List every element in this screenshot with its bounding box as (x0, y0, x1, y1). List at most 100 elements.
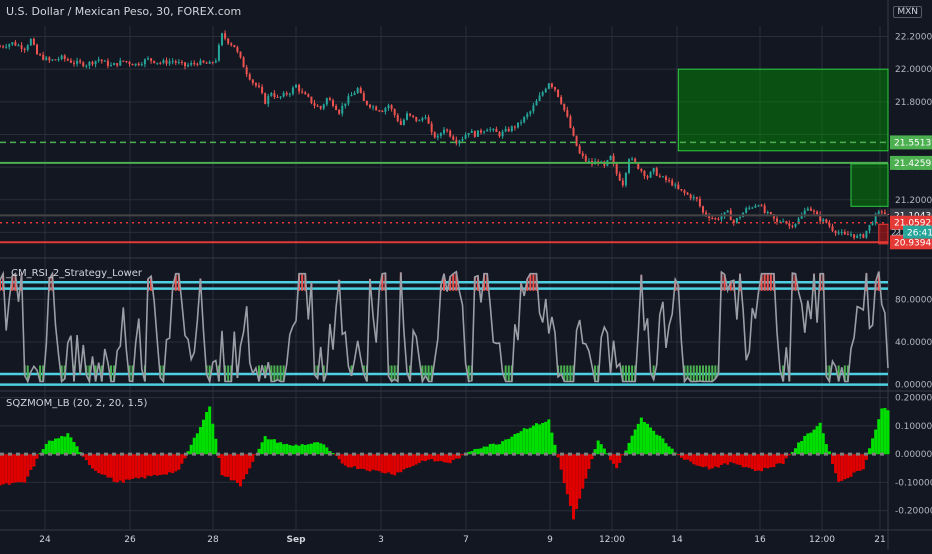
momentum-bar (858, 454, 862, 471)
small-red-box[interactable] (878, 223, 889, 245)
momentum-bar (152, 454, 156, 475)
momentum-bar (729, 454, 733, 463)
currency-badge[interactable]: MXN (893, 6, 922, 18)
price-axis[interactable]: 22.2000022.0000021.8000021.4000021.20000… (890, 33, 932, 517)
candle-body (202, 60, 205, 63)
candle-body (464, 134, 467, 140)
candle-body (344, 103, 347, 106)
candle-body (822, 219, 825, 222)
candle-body (677, 184, 680, 190)
momentum-bar (871, 438, 875, 455)
candle-body (449, 130, 452, 137)
candle-body (621, 180, 624, 186)
time-tick-label: 7 (463, 535, 469, 545)
candle-body (739, 217, 741, 219)
squeeze-momentum-label[interactable]: SQZMOM_LB (20, 2, 20, 1.5) (6, 398, 148, 409)
momentum-bar (198, 427, 202, 455)
candle-body (26, 45, 29, 50)
momentum-bar (54, 438, 57, 455)
candle-body (0, 46, 1, 48)
rsi-pane[interactable] (0, 270, 889, 386)
candle-body (436, 135, 439, 138)
candle-body (5, 46, 8, 48)
momentum-bar (652, 430, 656, 455)
momentum-bar (834, 454, 838, 474)
momentum-bar (624, 450, 628, 455)
candle-body (143, 59, 146, 65)
time-tick-label: 16 (754, 535, 766, 545)
candle-body (165, 60, 168, 64)
momentum-bar (630, 435, 634, 455)
target-zone-box[interactable] (677, 68, 889, 152)
small-green-box[interactable] (850, 163, 889, 207)
candle-body (76, 60, 79, 64)
candle-body (763, 205, 766, 213)
candle-body (233, 45, 236, 48)
rsi-indicator-label[interactable]: _CM_RSI_2_Strategy_Lower (6, 268, 143, 279)
candle-body (843, 231, 846, 235)
momentum-bar (812, 429, 816, 455)
candle-body (726, 210, 729, 213)
momentum-bar (531, 425, 535, 455)
candle-body (396, 115, 399, 121)
price-pane[interactable] (0, 30, 889, 245)
momentum-bar (87, 454, 91, 466)
candle-body (69, 60, 72, 63)
momentum-bar (417, 454, 421, 463)
time-tick-label: 28 (207, 535, 219, 545)
momentum-bar (220, 454, 224, 476)
candle-body (39, 54, 42, 56)
momentum-bar (568, 454, 572, 506)
momentum-bar (91, 454, 94, 469)
time-tick-label: 12:00 (599, 535, 625, 545)
momentum-bar (387, 454, 390, 473)
candle-body (517, 122, 519, 128)
momentum-bar (738, 454, 742, 465)
candle-body (797, 218, 800, 224)
momentum-bar (377, 454, 381, 472)
momentum-bar (112, 454, 116, 482)
momentum-bar (427, 454, 431, 460)
candle-body (369, 104, 371, 108)
candle-body (110, 65, 112, 67)
candle-body (239, 51, 242, 58)
partial-price-tick: 21. (891, 229, 905, 239)
time-axis[interactable]: 24 26 28 Sep 3 7 9 12:00 14 16 12:00 21 (39, 535, 885, 545)
candle-body (501, 131, 504, 137)
candle-body (17, 45, 20, 47)
momentum-bar (331, 452, 335, 455)
candle-body (224, 33, 227, 39)
candle-body (350, 94, 353, 97)
price-tick-label: 21.20000 (895, 196, 932, 206)
candle-body (375, 106, 378, 111)
momentum-bar (572, 454, 575, 520)
candle-body (575, 135, 578, 146)
candle-body (14, 42, 17, 46)
momentum-bar (720, 454, 723, 465)
momentum-bar (661, 438, 665, 455)
momentum-bar (180, 454, 184, 464)
momentum-bar (516, 433, 520, 455)
level-21-05927-label: 21.05927 (894, 219, 932, 229)
candle-body (757, 205, 760, 207)
momentum-pane[interactable] (0, 406, 890, 520)
momentum-bar (658, 435, 662, 455)
candle-body (199, 60, 202, 65)
candle-body (695, 197, 698, 199)
candle-body (421, 118, 424, 121)
candle-body (628, 159, 630, 173)
candle-body (106, 60, 109, 66)
candle-body (365, 100, 368, 105)
candle-body (208, 62, 211, 64)
rsi-line[interactable] (0, 270, 889, 385)
momentum-bar (716, 454, 720, 468)
level-20-93943-label: 20.93943 (894, 238, 932, 248)
momentum-bar (251, 454, 255, 462)
candle-body (11, 42, 14, 45)
candle-body (560, 96, 563, 104)
momentum-bar (646, 423, 649, 455)
candle-body (288, 93, 291, 95)
countdown-box (903, 225, 932, 239)
